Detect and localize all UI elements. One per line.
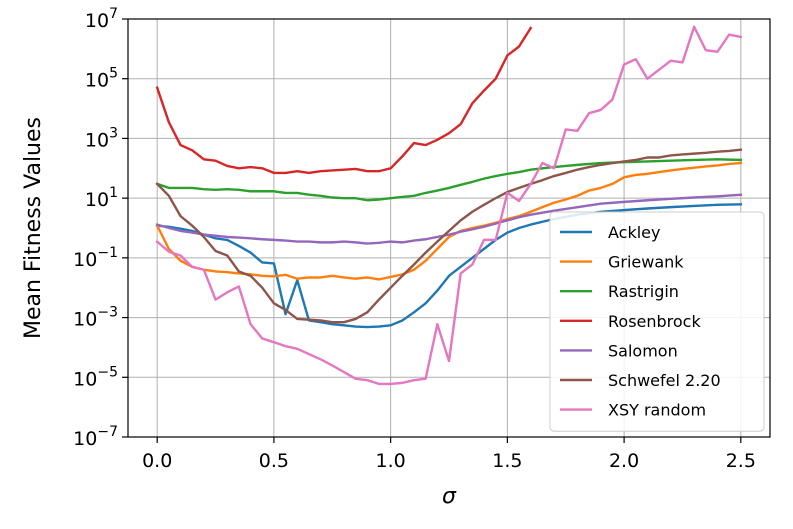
x-axis-label: σ	[442, 484, 457, 509]
y-tick-base: 10	[73, 249, 97, 271]
y-tick-base: 10	[85, 10, 109, 32]
series-line-rastrigin	[155, 158, 743, 202]
legend-label: Rastrigin	[608, 282, 679, 301]
y-axis-label: Mean Fitness Values	[21, 117, 46, 339]
series-line-schwefel-2-20	[155, 148, 743, 324]
series-line-griewank	[155, 161, 743, 281]
y-tick-exponent: 3	[109, 125, 118, 141]
x-tick-label: 1.5	[492, 450, 522, 472]
x-axis-ticks: 0.0 0.5 1.0 1.5 2.0 2.5	[142, 437, 756, 472]
y-tick-base: 10	[73, 428, 97, 450]
y-tick-exponent: 1	[109, 185, 118, 201]
y-tick-exponent: 5	[109, 66, 118, 82]
legend-label: XSY random	[608, 401, 706, 420]
x-tick-label: 2.5	[726, 450, 756, 472]
y-tick-base: 10	[85, 129, 109, 151]
series-line-xsy-random	[155, 25, 743, 386]
x-tick-label: 0.0	[142, 450, 172, 472]
legend-label: Schwefel 2.20	[608, 371, 721, 390]
y-tick-label: 101	[85, 185, 118, 211]
y-tick-label: 10−7	[73, 424, 118, 450]
x-tick-label: 0.5	[259, 450, 289, 472]
y-tick-exponent: −7	[97, 424, 118, 440]
y-tick-exponent: −3	[97, 305, 118, 321]
y-tick-exponent: −1	[97, 245, 118, 261]
y-tick-label: 105	[85, 66, 118, 92]
y-tick-base: 10	[73, 309, 97, 331]
legend-label: Griewank	[608, 253, 684, 272]
y-tick-label: 10−5	[73, 364, 118, 390]
y-tick-exponent: −5	[97, 364, 118, 380]
y-tick-base: 10	[73, 368, 97, 390]
legend-box	[549, 211, 765, 432]
legend-label: Rosenbrock	[608, 312, 701, 331]
x-tick-label: 1.0	[376, 450, 406, 472]
series-line-rosenbrock	[155, 26, 533, 175]
x-tick-label: 2.0	[609, 450, 639, 472]
y-tick-label: 10−1	[73, 245, 118, 271]
y-tick-base: 10	[85, 70, 109, 92]
y-tick-label: 10−3	[73, 305, 118, 331]
y-tick-label: 103	[85, 125, 118, 151]
series-line-salomon	[155, 193, 743, 245]
y-tick-base: 10	[85, 189, 109, 211]
legend: Ackley Griewank Rastrigin Rosenbrock Salomon…	[549, 211, 765, 432]
y-tick-label: 107	[85, 6, 118, 32]
y-tick-exponent: 7	[109, 6, 118, 22]
legend-label: Ackley	[608, 223, 660, 242]
plot-frame	[127, 18, 771, 438]
legend-label: Salomon	[608, 341, 678, 360]
